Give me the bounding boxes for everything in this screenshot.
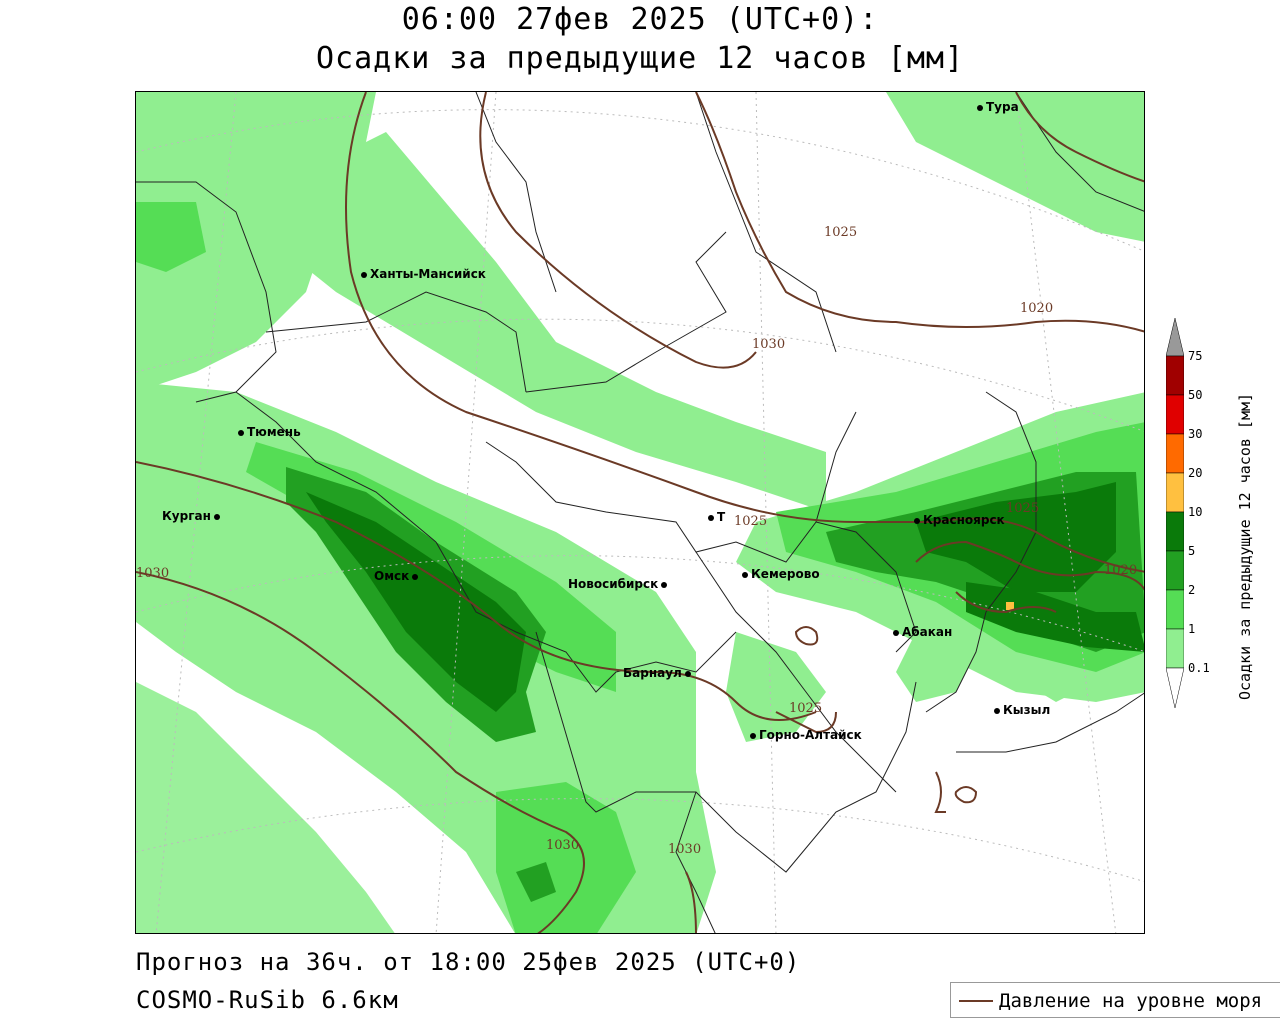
map-subtitle: Осадки за предыдущие 12 часов [мм]	[315, 41, 965, 76]
precipitation-map: Тура Ханты-Мансийск Тюмень Курган Омск Н…	[135, 91, 1145, 934]
isobar-label: 1025	[789, 701, 823, 716]
colorbar-tick: 1	[1188, 622, 1196, 636]
city-kurgan: Курган	[162, 509, 223, 523]
precip-peak-spot	[1006, 602, 1014, 610]
isobar-label: 1030	[546, 838, 580, 853]
isobar-label: 1020	[1104, 563, 1138, 578]
isobar-label: 1025	[1006, 501, 1040, 516]
isobars	[136, 92, 1144, 933]
colorbar-tick: 50	[1188, 388, 1203, 402]
city-krasnoyarsk: Красноярск	[914, 513, 1005, 527]
isobar-legend: Давление на уровне моря	[950, 982, 1280, 1018]
colorbar-tick: 75	[1188, 349, 1203, 363]
map-title: 06:00 27фев 2025 (UTC+0):	[401, 2, 879, 37]
city-novosibirsk: Новосибирск	[568, 577, 670, 591]
city-tura: Тура	[977, 100, 1019, 114]
city-tyumen: Тюмень	[238, 425, 301, 439]
colorbar-tick: 0.1	[1188, 661, 1210, 675]
city-tomsk: Т	[708, 510, 725, 524]
isobar-legend-line	[959, 1000, 993, 1002]
colorbar-tick: 20	[1188, 466, 1203, 480]
map-canvas	[136, 92, 1144, 933]
region-borders	[136, 92, 1144, 933]
precip-colorbar	[1166, 318, 1184, 709]
city-gorno-altaysk: Горно-Алтайск	[750, 728, 862, 742]
city-barnaul: Барнаул	[623, 666, 694, 680]
colorbar-tick: 30	[1188, 427, 1203, 441]
isobar-label: 1025	[824, 225, 858, 240]
isobar-label: 1030	[752, 337, 786, 352]
forecast-info: Прогноз на 36ч. от 18:00 25фев 2025 (UTC…	[136, 948, 801, 976]
city-kyzyl: Кызыл	[994, 703, 1050, 717]
colorbar-tick: 5	[1188, 544, 1196, 558]
model-name: COSMO-RuSib 6.6км	[136, 986, 399, 1014]
isobar-label: 1025	[734, 514, 768, 529]
colorbar-tick: 2	[1188, 583, 1196, 597]
isobar-label: 1030	[668, 842, 702, 857]
isobar-label: 1020	[1020, 301, 1054, 316]
city-khanty-mansiysk: Ханты-Мансийск	[361, 267, 486, 281]
isobar-legend-label: Давление на уровне моря	[999, 990, 1263, 1012]
isobar-label: 1030	[136, 566, 170, 581]
colorbar-tick: 10	[1188, 505, 1203, 519]
colorbar-title: Осадки за предыдущие 12 часов [мм]	[1236, 392, 1254, 700]
city-omsk: Омск	[374, 569, 421, 583]
city-kemerovo: Кемерово	[742, 567, 820, 581]
city-abakan: Абакан	[893, 625, 952, 639]
